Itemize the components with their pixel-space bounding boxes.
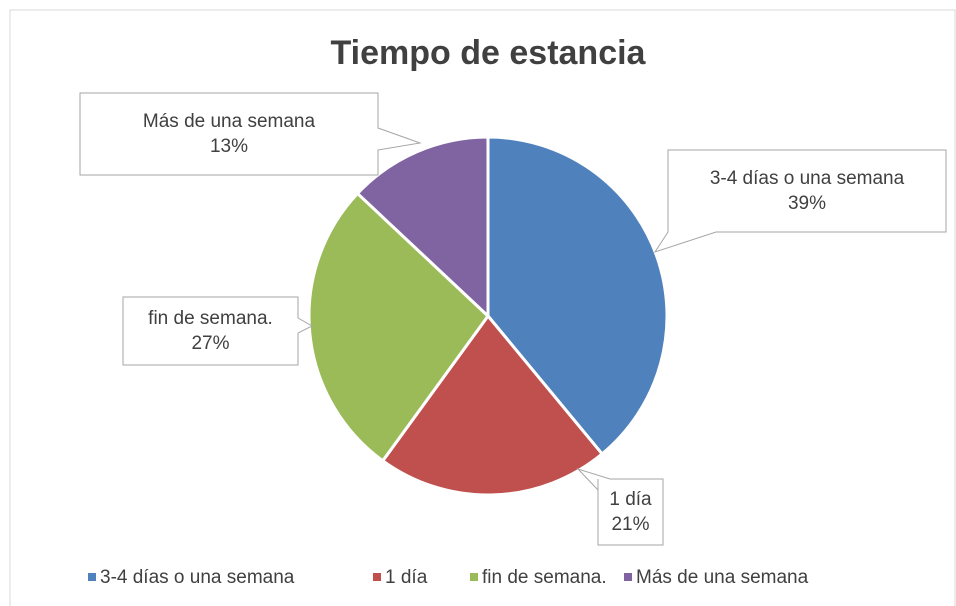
legend-swatch [624,573,632,581]
data-label-category: Más de una semana [143,111,316,132]
data-callout [576,467,664,546]
data-label-value: 21% [611,514,649,535]
data-label-value: 27% [191,333,229,354]
data-label-category: fin de semana. [148,308,273,329]
chart-title: Tiempo de estancia [331,34,647,72]
data-callout [79,92,422,176]
pie-slice [486,135,669,457]
legend-label: 3-4 días o una semana [100,567,295,588]
legend-swatch [470,573,478,581]
data-callout [653,149,947,253]
data-label-value: 13% [210,136,248,157]
legend-label: Más de una semana [636,567,809,588]
legend-swatch [373,573,381,581]
pie-slice [380,313,605,497]
legend-label: 1 día [385,567,428,588]
legend-swatch [88,573,96,581]
pie-slice [355,135,490,320]
data-label-value: 39% [788,193,826,214]
pie-slice [307,191,490,463]
legend-label: fin de semana. [482,567,607,588]
data-label-category: 3-4 días o una semana [710,168,905,189]
data-label-category: 1 día [609,489,652,510]
data-callout [122,296,314,366]
